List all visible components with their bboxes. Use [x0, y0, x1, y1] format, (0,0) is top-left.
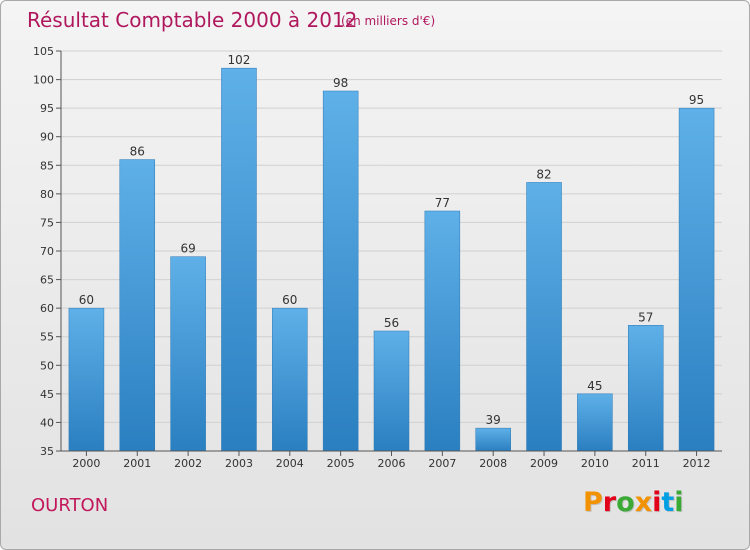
- bar-2000: [68, 307, 105, 452]
- logo-letter: o: [616, 487, 635, 518]
- x-tick-label: 2003: [225, 457, 253, 470]
- y-tick-label: 45: [40, 388, 54, 401]
- bar-2003: [221, 67, 257, 452]
- x-tick-label: 2000: [72, 457, 100, 470]
- y-tick-label: 75: [40, 216, 54, 229]
- x-tick-label: 2007: [428, 457, 456, 470]
- bars: 60 86 69 102 60 98 56 77 39 82 45 57 95: [68, 53, 715, 452]
- logo-letter: x: [634, 487, 653, 518]
- bar-2001: [119, 159, 156, 452]
- y-tick-label: 55: [40, 331, 54, 344]
- x-tick-label: 2001: [123, 457, 151, 470]
- data-label: 82: [536, 167, 551, 181]
- bar-2004: [272, 307, 308, 452]
- data-label: 86: [130, 145, 145, 159]
- bar-2008: [475, 427, 511, 452]
- x-tick-label: 2006: [378, 457, 406, 470]
- y-tick-label: 60: [40, 302, 54, 315]
- y-tick-label: 85: [40, 159, 54, 172]
- bar-2006: [373, 330, 410, 452]
- logo-letter: P: [583, 487, 603, 518]
- y-tick-label: 40: [40, 416, 54, 429]
- bar-2009: [526, 182, 562, 452]
- chart-subtitle: (en milliers d'€): [341, 14, 436, 28]
- data-label: 39: [486, 413, 501, 427]
- y-tick-label: 100: [33, 74, 54, 87]
- logo-letter: t: [661, 487, 675, 518]
- y-tick-label: 50: [40, 359, 54, 372]
- bar-2005: [322, 90, 359, 452]
- data-label: 77: [435, 196, 450, 210]
- data-label: 56: [384, 316, 399, 330]
- x-tick-label: 2008: [479, 457, 507, 470]
- chart-title: Résultat Comptable 2000 à 2012: [27, 8, 358, 32]
- x-tick-label: 2010: [581, 457, 609, 470]
- data-label: 102: [228, 53, 251, 67]
- data-label: 57: [638, 310, 653, 324]
- x-tick-label: 2011: [632, 457, 660, 470]
- data-label: 60: [79, 293, 94, 307]
- logo-letter: i: [652, 487, 662, 518]
- data-label: 98: [333, 76, 348, 90]
- x-tick-label: 2005: [327, 457, 355, 470]
- y-tick-label: 70: [40, 245, 54, 258]
- x-tick-label: 2012: [683, 457, 711, 470]
- bar-2007: [424, 210, 461, 452]
- proxiti-logo: Proxiti: [583, 487, 684, 518]
- y-tick-label: 90: [40, 131, 54, 144]
- y-tick-label: 105: [33, 45, 54, 58]
- y-tick-label: 35: [40, 445, 54, 458]
- data-label: 45: [587, 379, 602, 393]
- commune-name: OURTON: [31, 495, 109, 516]
- bar-2012: [678, 107, 715, 452]
- bar-2010: [577, 393, 613, 452]
- y-tick-label: 95: [40, 102, 54, 115]
- x-tick-label: 2009: [530, 457, 558, 470]
- data-label: 69: [180, 242, 195, 256]
- x-tick-label: 2002: [174, 457, 202, 470]
- bar-2011: [627, 325, 664, 452]
- y-tick-label: 80: [40, 188, 54, 201]
- data-label: 60: [282, 293, 297, 307]
- x-tick-label: 2004: [276, 457, 304, 470]
- data-label: 95: [689, 93, 704, 107]
- y-tick-label: 65: [40, 274, 54, 287]
- bar-2002: [170, 256, 206, 452]
- logo-letter: i: [674, 487, 684, 518]
- logo-letter: r: [602, 487, 617, 518]
- axes: 35 40 45 50 55 60 65 70 75 80 85 90 95 100 105 2000 2001…: [33, 45, 722, 470]
